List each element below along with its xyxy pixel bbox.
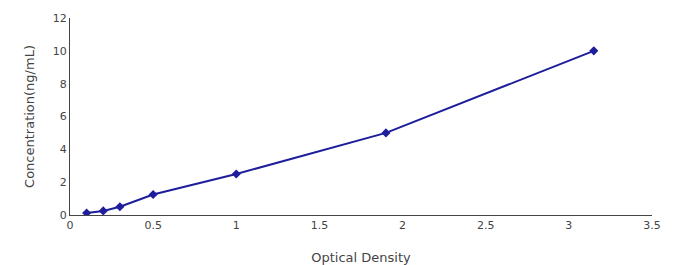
svg-text:1.5: 1.5 (311, 219, 329, 232)
svg-text:0: 0 (67, 219, 74, 232)
svg-text:2.5: 2.5 (477, 219, 495, 232)
svg-text:2: 2 (60, 176, 67, 189)
svg-text:0.5: 0.5 (144, 219, 162, 232)
svg-text:3.5: 3.5 (643, 219, 661, 232)
svg-text:6: 6 (60, 110, 67, 123)
svg-text:2: 2 (399, 219, 406, 232)
svg-text:4: 4 (60, 143, 67, 156)
svg-text:0: 0 (60, 209, 67, 222)
svg-text:10: 10 (53, 45, 67, 58)
svg-text:Concentration(ng/mL): Concentration(ng/mL) (22, 45, 37, 188)
svg-text:12: 12 (53, 12, 67, 25)
svg-text:3: 3 (565, 219, 572, 232)
svg-text:8: 8 (60, 78, 67, 91)
svg-text:1: 1 (233, 219, 240, 232)
svg-text:Optical Density: Optical Density (311, 250, 411, 265)
